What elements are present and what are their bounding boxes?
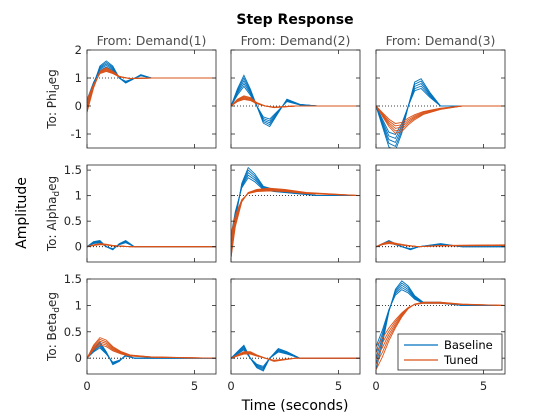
row-title-sub: d: [52, 84, 62, 90]
baseline-line: [231, 74, 360, 128]
y-axis-label: Amplitude: [14, 177, 30, 249]
legend-label-baseline: Baseline: [444, 338, 493, 352]
panel-plot-2-3: [376, 240, 505, 251]
tuned-line: [87, 67, 216, 113]
row-title-tail: eg: [45, 176, 59, 191]
axes-box: [86, 278, 217, 375]
y-tick-label: 0: [75, 240, 82, 254]
row-title-sub: d: [52, 307, 62, 313]
baseline-line: [87, 341, 216, 366]
row-title-main: To: Beta: [45, 313, 59, 362]
row-title-1: To: Phideg: [45, 69, 62, 129]
row-title-sub: d: [52, 191, 62, 197]
row-title-main: To: Phi: [45, 90, 59, 130]
legend-label-tuned: Tuned: [443, 353, 478, 367]
tuned-line: [231, 351, 360, 362]
y-tick-label: 0.5: [64, 325, 82, 339]
baseline-line: [231, 344, 360, 372]
axes-box: [230, 49, 361, 149]
chart-title: Step Response: [236, 12, 353, 28]
panel-plot-3-1: [87, 337, 216, 366]
x-tick-label: 5: [191, 379, 198, 393]
y-tick-label: 1.5: [64, 272, 82, 286]
x-tick-label: 0: [227, 379, 234, 393]
y-tick-label: 0.5: [64, 214, 82, 228]
panel-plot-3-2: [231, 344, 360, 372]
y-tick-label: 1: [75, 71, 82, 85]
y-tick-label: -1: [71, 127, 82, 141]
tuned-line: [87, 337, 216, 359]
row-title-3: To: Betadeg: [45, 292, 62, 362]
panel-plot-1-3: [376, 78, 505, 148]
tuned-line: [376, 105, 505, 134]
y-tick-label: 1.5: [64, 163, 82, 177]
panel-plot-2-1: [87, 239, 216, 251]
column-title-2: From: Demand(2): [241, 33, 351, 48]
y-tick-label: 2: [75, 43, 82, 57]
axes-box: [230, 164, 361, 263]
subplot-grid: From: Demand(1) From: Demand(2) From: Dema…: [45, 33, 506, 393]
tuned-line: [231, 95, 360, 109]
row-title-tail: eg: [45, 292, 59, 307]
panel-plot-1-2: [231, 74, 360, 128]
row-title-2: To: Alphadeg: [45, 176, 62, 252]
axes-box: [86, 49, 217, 149]
y-tick-label: 1: [75, 189, 82, 203]
x-tick-label: 0: [372, 379, 379, 393]
baseline-line: [376, 78, 505, 148]
row-title-main: To: Alpha: [45, 197, 59, 253]
axes-box: [375, 49, 506, 149]
axes-box: [375, 278, 506, 375]
y-tick-label: 0: [75, 351, 82, 365]
tuned-line: [87, 243, 216, 248]
axes-box: [230, 278, 361, 375]
row-title-tail: eg: [45, 69, 59, 84]
column-title-3: From: Demand(3): [386, 33, 496, 48]
x-tick-label: 0: [83, 379, 90, 393]
column-title-1: From: Demand(1): [97, 33, 207, 48]
y-tick-label: 1: [75, 298, 82, 312]
tuned-line: [231, 187, 360, 258]
panel-plot-1-1: [87, 60, 216, 113]
x-axis-label: Time (seconds): [241, 398, 349, 414]
legend-box: [397, 333, 503, 371]
axes-box: [375, 164, 506, 263]
y-tick-label: 0: [75, 99, 82, 113]
baseline-line: [231, 166, 360, 258]
x-tick-label: 5: [480, 379, 487, 393]
tuned-line: [376, 241, 505, 248]
tuned-line: [376, 301, 505, 370]
axes-box: [86, 164, 217, 263]
panel-plot-3-3: [376, 280, 505, 370]
x-tick-label: 5: [335, 379, 342, 393]
panel-plot-2-2: [231, 166, 360, 258]
